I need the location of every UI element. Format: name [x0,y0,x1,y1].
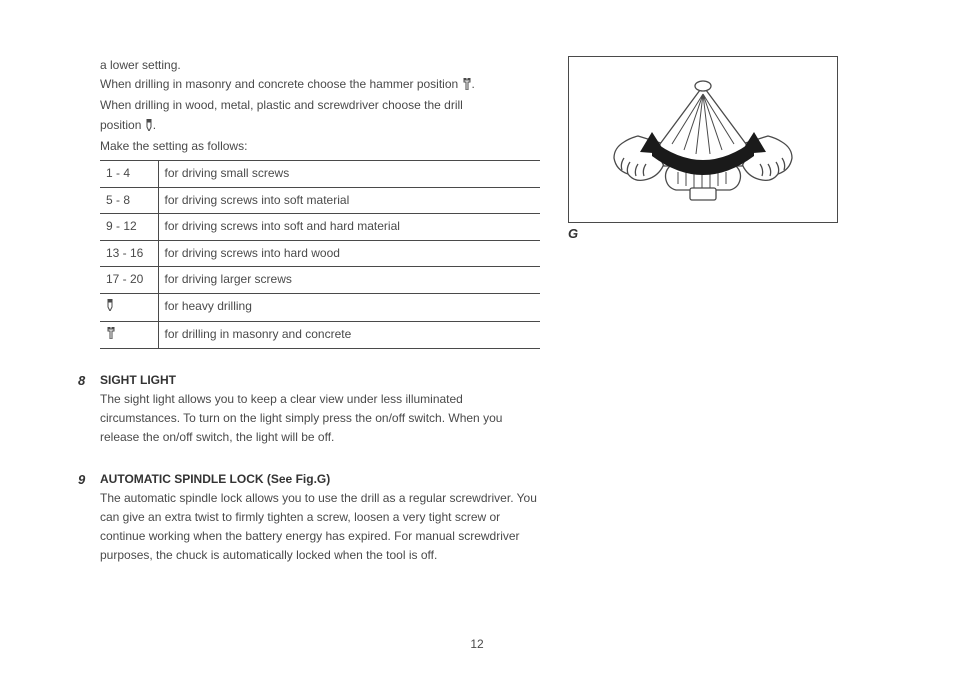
table-row: for heavy drilling [100,293,540,321]
setting-range [100,293,158,321]
table-row: 1 - 4for driving small screws [100,160,540,187]
setting-range: 17 - 20 [100,267,158,294]
setting-desc: for drilling in masonry and concrete [158,321,540,349]
intro-line-1: a lower setting. [100,56,540,75]
table-row: for drilling in masonry and concrete [100,321,540,349]
intro-line-2: When drilling in masonry and concrete ch… [100,75,540,96]
intro-line-3: When drilling in wood, metal, plastic an… [100,96,540,115]
table-row: 17 - 20for driving larger screws [100,267,540,294]
setting-range [100,321,158,349]
drill-icon [145,118,153,137]
section-body: The sight light allows you to keep a cle… [100,390,540,448]
section: 9AUTOMATIC SPINDLE LOCK (See Fig.G)The a… [100,472,540,566]
intro-line-5: Make the setting as follows: [100,137,540,156]
section-number: 9 [78,472,85,487]
spindle-lock-illustration [598,70,808,210]
intro-text: position [100,118,145,132]
intro-text: . [153,118,156,132]
intro-text: . [472,77,475,91]
section-title: SIGHT LIGHT [100,373,540,387]
page-number: 12 [0,637,954,651]
setting-desc: for driving screws into soft material [158,187,540,214]
setting-desc: for driving larger screws [158,267,540,294]
section: 8SIGHT LIGHTThe sight light allows you t… [100,373,540,448]
section-title: AUTOMATIC SPINDLE LOCK (See Fig.G) [100,472,540,486]
setting-desc: for driving small screws [158,160,540,187]
setting-range: 5 - 8 [100,187,158,214]
section-body: The automatic spindle lock allows you to… [100,489,540,566]
settings-table: 1 - 4for driving small screws5 - 8for dr… [100,160,540,349]
setting-range: 13 - 16 [100,240,158,267]
figure-g-box [568,56,838,223]
intro-block: a lower setting. When drilling in masonr… [100,56,540,156]
table-row: 5 - 8for driving screws into soft materi… [100,187,540,214]
hammer-icon [462,77,472,96]
setting-range: 9 - 12 [100,214,158,241]
intro-line-4: position . [100,116,540,137]
intro-text: When drilling in masonry and concrete ch… [100,77,462,91]
table-row: 13 - 16for driving screws into hard wood [100,240,540,267]
setting-desc: for driving screws into hard wood [158,240,540,267]
left-column: a lower setting. When drilling in masonr… [100,56,540,565]
section-number: 8 [78,373,85,388]
right-column: G [568,56,848,565]
setting-desc: for heavy drilling [158,293,540,321]
setting-desc: for driving screws into soft and hard ma… [158,214,540,241]
two-column-layout: a lower setting. When drilling in masonr… [100,56,898,565]
figure-caption: G [568,226,848,241]
settings-table-body: 1 - 4for driving small screws5 - 8for dr… [100,160,540,348]
table-row: 9 - 12for driving screws into soft and h… [100,214,540,241]
setting-range: 1 - 4 [100,160,158,187]
